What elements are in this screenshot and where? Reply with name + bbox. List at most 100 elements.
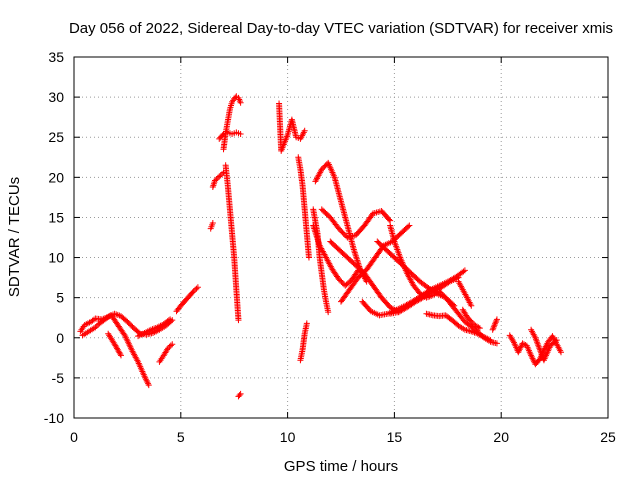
data-point (530, 356, 537, 363)
y-tick-label: 25 (48, 129, 64, 145)
series-arc-t (318, 206, 394, 241)
data-point (491, 322, 498, 329)
data-point (217, 172, 224, 179)
data-point (214, 174, 221, 181)
data-point (445, 279, 452, 286)
x-tick-label: 0 (70, 429, 78, 445)
x-tick-label: 5 (177, 429, 185, 445)
data-point (532, 334, 539, 341)
data-point (192, 286, 199, 293)
data-point (236, 392, 243, 399)
data-point (125, 320, 132, 327)
data-point (529, 355, 536, 362)
data-point (216, 173, 223, 180)
data-points (77, 93, 565, 400)
data-point (338, 278, 345, 285)
y-tick-label: -10 (44, 410, 64, 426)
data-point (489, 326, 496, 333)
data-point (128, 322, 135, 329)
data-point (490, 323, 497, 330)
data-point (538, 351, 545, 358)
data-point (322, 162, 329, 169)
data-point (535, 342, 542, 349)
data-point (167, 316, 174, 323)
data-point (92, 324, 99, 331)
data-point (93, 323, 100, 330)
data-point (468, 318, 475, 325)
series-arc-n (276, 100, 308, 154)
data-point (428, 289, 435, 296)
tick-labels: 0 5 10 15 20 25 -10 -5 0 5 10 15 20 25 30 35 (44, 49, 616, 445)
data-point (516, 346, 523, 353)
data-point (517, 344, 524, 351)
data-point (460, 268, 467, 275)
series-arc-ab (455, 278, 475, 309)
data-point (536, 346, 543, 353)
data-point (209, 220, 216, 227)
data-point (476, 325, 483, 332)
data-point (142, 374, 149, 381)
data-point (142, 376, 149, 383)
series-arc-e (135, 316, 174, 340)
x-tick-label: 25 (600, 429, 616, 445)
series-arc-x (374, 238, 458, 309)
data-point (487, 337, 494, 344)
data-point (321, 163, 328, 170)
series-arc-ae (506, 332, 565, 368)
data-point (237, 131, 244, 138)
y-tick-label: 0 (56, 330, 64, 346)
data-point (558, 349, 565, 356)
data-point (468, 302, 475, 309)
y-tick-label: 10 (48, 250, 64, 266)
data-point (532, 336, 539, 343)
data-point (475, 324, 482, 331)
series-arc-m (235, 390, 244, 400)
data-point (318, 166, 325, 173)
series-arc-j (216, 129, 244, 142)
data-point (492, 320, 499, 327)
data-point (237, 99, 244, 106)
data-point (124, 318, 131, 325)
data-point (169, 341, 176, 348)
data-point (528, 352, 535, 359)
series-arc-d (105, 330, 124, 359)
data-point (144, 379, 151, 386)
data-point (237, 390, 244, 397)
data-point (145, 380, 152, 387)
data-point (510, 338, 517, 345)
data-point (337, 277, 344, 284)
series-arc-z (387, 274, 462, 317)
data-point (165, 317, 172, 324)
data-point (492, 319, 499, 326)
y-tick-label: 15 (48, 209, 64, 225)
x-tick-label: 20 (493, 429, 509, 445)
data-point (461, 267, 468, 274)
chart-title: Day 056 of 2022, Sidereal Day-to-day VTE… (69, 20, 613, 37)
data-point (386, 216, 393, 223)
data-point (406, 222, 413, 229)
series-arc-i (209, 169, 227, 190)
series-arc-p (297, 320, 310, 364)
series-arc-f (156, 341, 176, 365)
y-tick-label: 30 (48, 89, 64, 105)
series-arc-c (109, 313, 152, 389)
data-point (535, 343, 542, 350)
axis-ticks (73, 56, 609, 419)
data-point (143, 377, 150, 384)
series-arc-h (207, 220, 216, 232)
data-point (493, 340, 500, 347)
data-point (303, 320, 310, 327)
data-point (493, 316, 500, 323)
data-point (515, 349, 522, 356)
data-point (117, 352, 124, 359)
data-point (449, 301, 456, 308)
data-point (537, 348, 544, 355)
data-point (193, 285, 200, 292)
series-arc-ad (489, 316, 500, 333)
data-point (339, 280, 346, 287)
data-point (194, 284, 201, 291)
data-point (553, 337, 560, 344)
data-point (141, 373, 148, 380)
plot-frame (73, 56, 609, 419)
